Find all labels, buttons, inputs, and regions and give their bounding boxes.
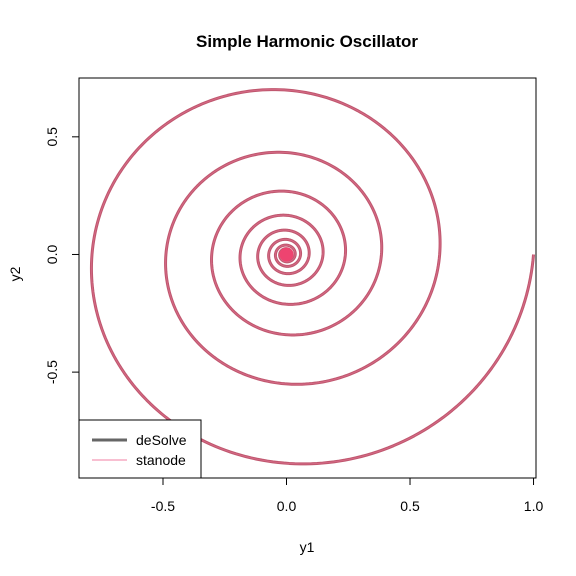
y-axis-label: y2 <box>7 266 23 281</box>
x-tick-label: 0.0 <box>277 498 297 514</box>
legend-label-stanode: stanode <box>136 452 186 468</box>
y-tick-label: -0.5 <box>44 360 60 384</box>
x-tick-label: -0.5 <box>151 498 175 514</box>
x-axis-label: y1 <box>300 539 315 555</box>
center-point <box>279 247 294 262</box>
legend-box <box>78 419 202 479</box>
x-axis: -0.5 0.0 0.5 1.0 <box>151 477 544 514</box>
y-axis: -0.5 0.0 0.5 <box>44 127 80 384</box>
y-tick-label: 0.0 <box>44 245 60 265</box>
chart-title: Simple Harmonic Oscillator <box>196 32 418 51</box>
x-tick-label: 0.5 <box>400 498 420 514</box>
legend: deSolve stanode <box>78 419 202 479</box>
series-line-desolve <box>89 88 536 466</box>
legend-label-desolve: deSolve <box>136 432 187 448</box>
y-tick-label: 0.5 <box>44 127 60 147</box>
spiral-trajectory <box>89 88 536 466</box>
x-tick-label: 1.0 <box>524 498 544 514</box>
